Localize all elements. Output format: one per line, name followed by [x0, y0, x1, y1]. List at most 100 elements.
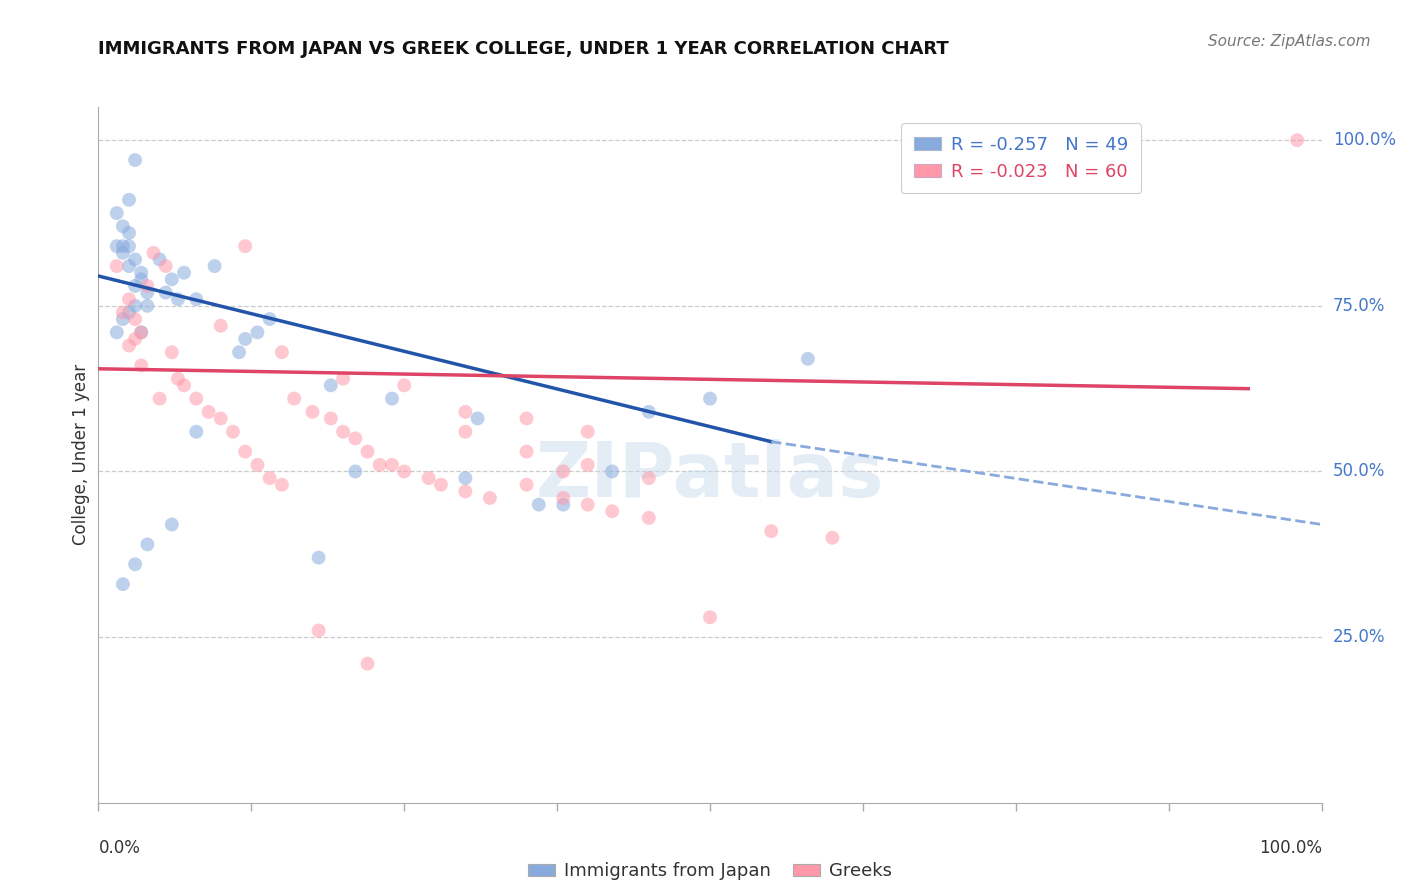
- Point: [124, 153, 146, 167]
- Point: [142, 245, 165, 260]
- Point: [136, 285, 159, 300]
- Point: [381, 458, 404, 472]
- Point: [319, 378, 342, 392]
- Text: Source: ZipAtlas.com: Source: ZipAtlas.com: [1208, 34, 1371, 49]
- Point: [136, 279, 159, 293]
- Point: [118, 259, 141, 273]
- Point: [368, 458, 391, 472]
- Point: [118, 193, 141, 207]
- Point: [392, 378, 416, 392]
- Point: [600, 504, 623, 518]
- Legend: Immigrants from Japan, Greeks: Immigrants from Japan, Greeks: [522, 855, 898, 888]
- Point: [301, 405, 323, 419]
- Point: [129, 266, 152, 280]
- Point: [430, 477, 453, 491]
- Text: 100.0%: 100.0%: [1333, 131, 1396, 149]
- Point: [576, 498, 599, 512]
- Point: [553, 491, 575, 505]
- Point: [515, 411, 537, 425]
- Point: [344, 431, 367, 445]
- Point: [197, 405, 219, 419]
- Point: [173, 378, 195, 392]
- Point: [209, 318, 232, 333]
- Point: [699, 392, 721, 406]
- Point: [381, 392, 404, 406]
- Point: [259, 471, 281, 485]
- Point: [478, 491, 501, 505]
- Point: [118, 226, 141, 240]
- Point: [204, 259, 226, 273]
- Point: [209, 411, 232, 425]
- Text: ZIPatlas: ZIPatlas: [536, 439, 884, 513]
- Point: [129, 326, 152, 340]
- Text: IMMIGRANTS FROM JAPAN VS GREEK COLLEGE, UNDER 1 YEAR CORRELATION CHART: IMMIGRANTS FROM JAPAN VS GREEK COLLEGE, …: [98, 40, 949, 58]
- Point: [454, 425, 477, 439]
- Point: [259, 312, 281, 326]
- Point: [699, 610, 721, 624]
- Point: [821, 531, 844, 545]
- Point: [186, 392, 208, 406]
- Point: [761, 524, 783, 538]
- Point: [319, 411, 342, 425]
- Point: [308, 550, 330, 565]
- Point: [246, 326, 269, 340]
- Point: [160, 517, 183, 532]
- Point: [356, 444, 378, 458]
- Point: [124, 312, 146, 326]
- Point: [356, 657, 378, 671]
- Point: [515, 477, 537, 491]
- Point: [124, 279, 146, 293]
- Point: [173, 266, 195, 280]
- Y-axis label: College, Under 1 year: College, Under 1 year: [72, 364, 90, 546]
- Point: [129, 359, 152, 373]
- Point: [124, 558, 146, 572]
- Point: [118, 239, 141, 253]
- Point: [600, 465, 623, 479]
- Point: [270, 345, 294, 359]
- Point: [105, 239, 128, 253]
- Point: [118, 292, 141, 306]
- Point: [186, 425, 208, 439]
- Point: [418, 471, 440, 485]
- Point: [392, 465, 416, 479]
- Point: [467, 411, 489, 425]
- Point: [111, 305, 134, 319]
- Point: [233, 332, 256, 346]
- Point: [454, 471, 477, 485]
- Point: [270, 477, 294, 491]
- Point: [136, 537, 159, 551]
- Point: [454, 484, 477, 499]
- Point: [118, 338, 141, 352]
- Point: [344, 465, 367, 479]
- Point: [167, 292, 190, 306]
- Point: [124, 299, 146, 313]
- Point: [105, 259, 128, 273]
- Point: [129, 272, 152, 286]
- Point: [111, 577, 134, 591]
- Point: [222, 425, 245, 439]
- Point: [1286, 133, 1309, 147]
- Point: [233, 444, 256, 458]
- Point: [637, 511, 661, 525]
- Point: [105, 206, 128, 220]
- Point: [332, 425, 354, 439]
- Point: [105, 326, 128, 340]
- Text: 25.0%: 25.0%: [1333, 628, 1385, 646]
- Point: [233, 239, 256, 253]
- Point: [160, 345, 183, 359]
- Point: [124, 332, 146, 346]
- Point: [149, 252, 172, 267]
- Text: 50.0%: 50.0%: [1333, 462, 1385, 481]
- Point: [576, 458, 599, 472]
- Point: [637, 405, 661, 419]
- Point: [553, 498, 575, 512]
- Point: [637, 471, 661, 485]
- Point: [160, 272, 183, 286]
- Text: 100.0%: 100.0%: [1258, 838, 1322, 857]
- Point: [136, 299, 159, 313]
- Point: [332, 372, 354, 386]
- Point: [186, 292, 208, 306]
- Point: [454, 405, 477, 419]
- Point: [797, 351, 820, 366]
- Point: [111, 245, 134, 260]
